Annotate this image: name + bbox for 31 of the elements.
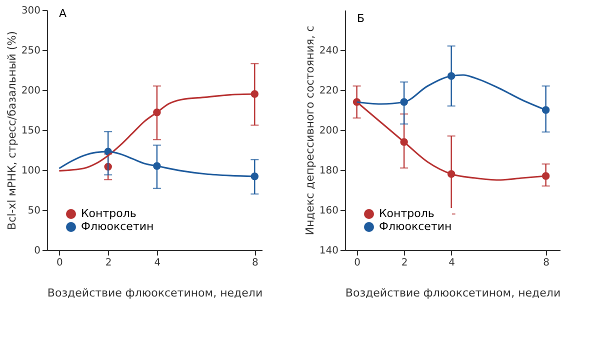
y-tick-label: 220 [319, 86, 338, 96]
y-tick-label: 200 [319, 126, 338, 136]
x-axis-title: Воздействие флюоксетином, недели [47, 286, 263, 300]
x-tick-label: 4 [448, 258, 456, 268]
y-tick-label: 0 [34, 246, 40, 256]
chart-title: А [59, 7, 67, 20]
x-tick-label: 8 [252, 258, 258, 268]
y-tick-label: 50 [28, 206, 40, 216]
legend-label: Флюоксетин [379, 220, 452, 233]
x-tick-label: 0 [56, 258, 63, 268]
y-tick-label: 150 [21, 126, 40, 136]
chart-title: Б [357, 12, 365, 25]
x-tick-label: 0 [354, 258, 360, 268]
x-tick-label: 2 [105, 258, 112, 268]
y-tick-label: 140 [319, 246, 338, 256]
y-tick-label: 250 [21, 46, 40, 56]
y-tick-label: 180 [319, 166, 338, 176]
legend-label: Контроль [81, 207, 136, 220]
y-axis-title: Индекс депрессивного состояния, с [303, 26, 316, 236]
legend-label: Флюоксетин [81, 220, 154, 233]
y-tick-label: 160 [319, 206, 338, 216]
x-tick-label: 2 [401, 258, 408, 268]
legend-label: Контроль [379, 207, 434, 220]
y-tick-label: 240 [319, 46, 338, 56]
y-tick-label: 100 [21, 166, 40, 176]
x-axis-title: Воздействие флюоксетином, недели [345, 286, 561, 300]
x-tick-label: 4 [154, 258, 161, 268]
y-tick-label: 300 [21, 6, 40, 16]
y-axis-title: Bcl-xl мРНК, стресс/базальный (%) [5, 31, 18, 230]
x-tick-label: 8 [543, 258, 550, 268]
y-tick-label: 200 [21, 86, 40, 96]
